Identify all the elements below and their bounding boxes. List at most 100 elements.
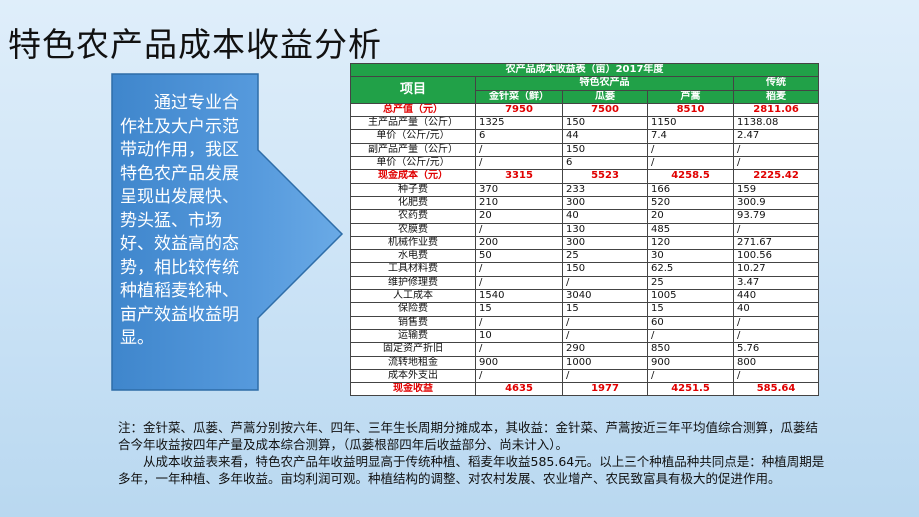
table-row: 成本外支出 / / / / xyxy=(350,368,820,384)
table-cell: 3.47 xyxy=(732,275,820,291)
table-row: 销售费 //60/ xyxy=(350,315,820,330)
column-header: 瓜蒌 xyxy=(562,89,648,104)
table-row: 总产值（元） 7950 7500 8510 2811.06 xyxy=(350,102,820,118)
table-cell: 485 xyxy=(647,222,734,237)
table-cell: 4635 xyxy=(475,382,563,397)
group-header-traditional: 传统 xyxy=(732,76,820,91)
table-row: 种子费 370 233 166 159 xyxy=(350,182,820,197)
table-cell: / xyxy=(732,222,820,237)
table-cell: 15 xyxy=(475,302,563,317)
table-cell: / xyxy=(732,315,820,330)
conclusion-text: 从成本收益表来看，特色农产品年收益明显高于传统种植、稻麦年收益585.64元。以… xyxy=(118,454,825,486)
table-cell: 300 xyxy=(562,235,648,251)
table-cell: 100.56 xyxy=(732,249,820,264)
table-cell: 2.47 xyxy=(732,129,820,144)
arrow-description: 通过专业合作社及大户示范带动作用，我区特色农产品发展呈现出发展快、势头猛、市场好… xyxy=(120,93,239,348)
row-label: 人工成本 xyxy=(350,289,476,304)
table-cell: / xyxy=(475,342,563,357)
table-cell: 10.27 xyxy=(732,262,820,277)
table-cell: 15 xyxy=(647,302,734,317)
table-cell: / xyxy=(475,222,563,237)
table-cell: 7.4 xyxy=(647,129,734,144)
table-cell: / xyxy=(475,262,563,277)
table-cell: / xyxy=(475,275,563,291)
table-cell: 233 xyxy=(562,182,648,197)
table-cell: 200 xyxy=(475,235,563,251)
table-cell: 1977 xyxy=(562,382,648,397)
row-label: 运输费 xyxy=(350,328,476,344)
arrow-callout: 通过专业合作社及大户示范带动作用，我区特色农产品发展呈现出发展快、势头猛、市场好… xyxy=(110,72,345,392)
table-cell: 1138.08 xyxy=(732,116,820,131)
table-row: 现金成本（元） 3315 5523 4258.5 2225.42 xyxy=(350,169,820,184)
table-cell: 166 xyxy=(647,182,734,197)
table-cell: 1150 xyxy=(647,116,734,131)
row-label: 主产品产量（公斤） xyxy=(350,116,476,131)
table-cell: / xyxy=(647,142,734,158)
table-cell: 130 xyxy=(562,222,648,237)
row-label: 农药费 xyxy=(350,209,476,224)
table-row: 农药费 20 40 20 93.79 xyxy=(350,209,820,224)
table-cell: 3315 xyxy=(475,169,563,184)
table-row: 副产品产量（公斤）/150// xyxy=(350,142,820,158)
table-cell: / xyxy=(732,142,820,158)
table-cell: 50 xyxy=(475,249,563,264)
table-cell: / xyxy=(475,315,563,330)
footnote-text: 注：金针菜、瓜蒌、芦蒿分别按六年、四年、三年生长周期分摊成本，其收益：金针菜、芦… xyxy=(118,420,819,452)
table-cell: 800 xyxy=(732,355,820,370)
table-cell: 290 xyxy=(562,342,648,357)
row-label: 保险费 xyxy=(350,302,476,317)
table-cell: 3040 xyxy=(562,289,648,304)
table-cell: 44 xyxy=(562,129,648,144)
table-cell: 25 xyxy=(647,275,734,291)
table-cell: 20 xyxy=(475,209,563,224)
table-row: 运输费 10// / xyxy=(350,328,820,344)
table-cell: / xyxy=(562,368,648,384)
table-cell: / xyxy=(475,156,563,171)
cost-benefit-table: 农产品成本收益表（亩）2017年度 项目 特色农产品 传统 金针菜（鲜） 瓜蒌 … xyxy=(349,62,820,397)
row-label: 工具材料费 xyxy=(350,262,476,277)
table-cell: 271.67 xyxy=(732,235,820,251)
table-cell: 1000 xyxy=(562,355,648,370)
table-cell: 2225.42 xyxy=(732,169,820,184)
row-label: 水电费 xyxy=(350,249,476,264)
row-label: 现金收益 xyxy=(350,382,476,397)
table-cell: / xyxy=(562,328,648,344)
row-label: 销售费 xyxy=(350,315,476,330)
table-cell: / xyxy=(562,315,648,330)
table-cell: 6 xyxy=(475,129,563,144)
table-cell: 60 xyxy=(647,315,734,330)
table-cell: 370 xyxy=(475,182,563,197)
table-cell: 4251.5 xyxy=(647,382,734,397)
table-cell: 150 xyxy=(562,116,648,131)
table-cell: 93.79 xyxy=(732,209,820,224)
table-cell: 4258.5 xyxy=(647,169,734,184)
row-label: 单价（公斤/元） xyxy=(350,129,476,144)
table-row: 固定资产折旧/290 850 5.76 xyxy=(350,342,820,357)
table-cell: 5.76 xyxy=(732,342,820,357)
table-cell: 520 xyxy=(647,195,734,211)
table-row: 流转地租金 900 1000 900 800 xyxy=(350,355,820,370)
table-row: 现金收益 4635 1977 4251.5 585.64 xyxy=(350,382,820,397)
table-cell: / xyxy=(475,368,563,384)
table-cell: 850 xyxy=(647,342,734,357)
table-cell: 1540 xyxy=(475,289,563,304)
table-row: 维护修理费 //25 3.47 xyxy=(350,275,820,291)
table-row: 单价（公斤/元）/6// xyxy=(350,156,820,171)
table-cell: 585.64 xyxy=(732,382,820,397)
table-row: 化肥费 210 300 520 300.9 xyxy=(350,195,820,211)
row-label: 现金成本（元） xyxy=(350,169,476,184)
table-cell: 300 xyxy=(562,195,648,211)
table-cell: 40 xyxy=(732,302,820,317)
table-cell: 1005 xyxy=(647,289,734,304)
table-cell: / xyxy=(562,275,648,291)
table-cell: 900 xyxy=(647,355,734,370)
table-cell: / xyxy=(732,156,820,171)
row-label: 总产值（元） xyxy=(350,102,476,118)
row-label: 流转地租金 xyxy=(350,355,476,370)
table-cell: 900 xyxy=(475,355,563,370)
slide-title: 特色农产品成本收益分析 xyxy=(8,25,382,64)
table-row: 主产品产量（公斤） 1325 150 1150 1138.08 xyxy=(350,116,820,131)
table-cell: 440 xyxy=(732,289,820,304)
row-label: 维护修理费 xyxy=(350,275,476,291)
table-cell: 25 xyxy=(562,249,648,264)
